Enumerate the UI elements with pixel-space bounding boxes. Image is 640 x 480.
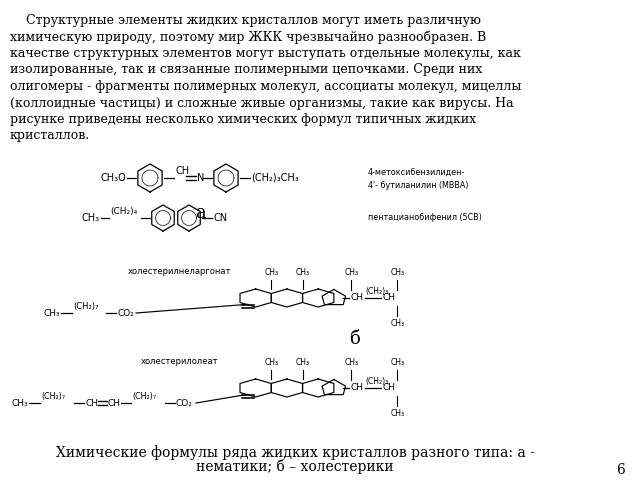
Text: химическую природу, поэтому мир ЖКК чрезвычайно разнообразен. В: химическую природу, поэтому мир ЖКК чрез… xyxy=(10,31,486,44)
Text: CH: CH xyxy=(350,384,364,393)
Text: холестерилнеларгонат: холестерилнеларгонат xyxy=(128,267,232,276)
Text: CH: CH xyxy=(350,293,364,302)
Text: CH₃: CH₃ xyxy=(44,309,60,317)
Text: CH₃: CH₃ xyxy=(390,358,404,367)
Text: CH: CH xyxy=(382,293,396,302)
Text: (CH₂)₃: (CH₂)₃ xyxy=(365,377,388,386)
Text: CH₃: CH₃ xyxy=(264,358,278,367)
Text: Структурные элементы жидких кристаллов могут иметь различную: Структурные элементы жидких кристаллов м… xyxy=(10,14,481,27)
Text: 4-метоксибензилиден-: 4-метоксибензилиден- xyxy=(368,168,465,177)
Text: олигомеры - фрагменты полимерных молекул, ассоциаты молекул, мицеллы: олигомеры - фрагменты полимерных молекул… xyxy=(10,80,522,93)
Text: CH: CH xyxy=(85,398,98,408)
Text: CH₃: CH₃ xyxy=(264,268,278,277)
Text: 6: 6 xyxy=(616,463,625,477)
Text: нематики; б – холестерики: нематики; б – холестерики xyxy=(196,459,394,475)
Text: CH₃: CH₃ xyxy=(390,319,404,328)
Text: CH₃O: CH₃O xyxy=(100,173,126,183)
Text: а: а xyxy=(195,204,205,222)
Text: (CH₂)₄: (CH₂)₄ xyxy=(110,207,137,216)
Text: пентацианобифенил (5CB): пентацианобифенил (5CB) xyxy=(368,214,482,223)
Text: (CH₂)₇: (CH₂)₇ xyxy=(41,392,65,401)
Text: б: б xyxy=(349,330,360,348)
Text: качестве структурных элементов могут выступать отдельные молекулы, как: качестве структурных элементов могут выс… xyxy=(10,47,521,60)
Text: 4'- бутиланилин (MBBA): 4'- бутиланилин (MBBA) xyxy=(368,180,468,190)
Text: CN: CN xyxy=(213,213,227,223)
Text: N: N xyxy=(197,173,204,183)
Text: CO₂: CO₂ xyxy=(176,398,193,408)
Text: CH₃: CH₃ xyxy=(390,409,404,418)
Text: CH₃: CH₃ xyxy=(296,358,310,367)
Text: кристаллов.: кристаллов. xyxy=(10,130,90,143)
Text: Химические формулы ряда жидких кристаллов разного типа: а -: Химические формулы ряда жидких кристалло… xyxy=(56,445,534,460)
Text: CH₃: CH₃ xyxy=(390,268,404,277)
Text: CH₃: CH₃ xyxy=(344,358,358,367)
Text: CH₃: CH₃ xyxy=(296,268,310,277)
Text: CH: CH xyxy=(175,166,189,176)
Text: (CH₂)₇: (CH₂)₇ xyxy=(132,392,156,401)
Text: (коллоидные частицы) и сложные живые организмы, такие как вирусы. На: (коллоидные частицы) и сложные живые орг… xyxy=(10,96,514,109)
Text: CH: CH xyxy=(108,398,121,408)
Text: (CH₂)₇: (CH₂)₇ xyxy=(73,302,99,311)
Text: CH₃: CH₃ xyxy=(344,268,358,277)
Text: CO₂: CO₂ xyxy=(117,309,134,317)
Text: изолированные, так и связанные полимерными цепочками. Среди них: изолированные, так и связанные полимерны… xyxy=(10,63,483,76)
Text: CH₃: CH₃ xyxy=(12,398,28,408)
Text: CH₃: CH₃ xyxy=(82,213,100,223)
Text: (CH₂)₃: (CH₂)₃ xyxy=(365,287,388,296)
Text: рисунке приведены несколько химических формул типичных жидких: рисунке приведены несколько химических ф… xyxy=(10,113,476,126)
Text: CH: CH xyxy=(382,384,396,393)
Text: холестерилолеат: холестерилолеат xyxy=(141,357,219,366)
Text: (CH₂)₃CH₃: (CH₂)₃CH₃ xyxy=(251,173,299,183)
